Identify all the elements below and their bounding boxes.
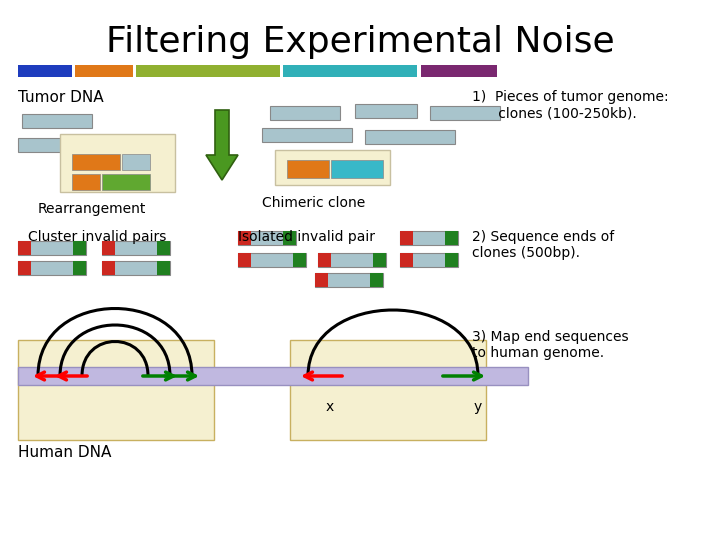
Bar	[238, 231, 251, 245]
Bar	[102, 174, 150, 190]
Bar	[318, 253, 331, 267]
Text: Cluster invalid pairs: Cluster invalid pairs	[28, 230, 166, 244]
Polygon shape	[206, 110, 238, 180]
Text: 2) Sequence ends of
clones (500bp).: 2) Sequence ends of clones (500bp).	[472, 230, 614, 260]
Bar	[72, 174, 100, 190]
Bar	[18, 340, 214, 440]
Text: Human DNA: Human DNA	[18, 445, 112, 460]
Bar	[373, 253, 386, 267]
Bar	[287, 160, 329, 178]
Bar	[315, 273, 328, 287]
Bar	[18, 261, 86, 275]
Bar	[18, 241, 31, 255]
Bar	[293, 253, 306, 267]
Bar	[331, 160, 383, 178]
Bar	[136, 65, 280, 77]
Bar	[18, 65, 72, 77]
Bar	[421, 65, 497, 77]
Bar	[73, 241, 86, 255]
Bar	[400, 253, 458, 267]
Bar	[18, 367, 528, 385]
Bar	[400, 231, 413, 245]
Bar	[102, 261, 170, 275]
Bar	[365, 130, 455, 144]
Text: 1)  Pieces of tumor genome:
      clones (100-250kb).: 1) Pieces of tumor genome: clones (100-2…	[472, 90, 669, 120]
Bar	[400, 253, 413, 267]
Bar	[102, 241, 170, 255]
Bar	[157, 241, 170, 255]
Bar	[102, 261, 115, 275]
Bar	[238, 253, 306, 267]
Bar	[73, 261, 86, 275]
Text: Tumor DNA: Tumor DNA	[18, 90, 104, 105]
Text: Filtering Experimental Noise: Filtering Experimental Noise	[106, 25, 614, 59]
Text: x: x	[326, 400, 334, 414]
Bar	[370, 273, 383, 287]
Bar	[445, 253, 458, 267]
Text: Chimeric clone: Chimeric clone	[262, 196, 365, 210]
Bar	[283, 65, 417, 77]
Text: y: y	[474, 400, 482, 414]
Bar	[157, 261, 170, 275]
Bar	[18, 241, 86, 255]
Bar	[75, 65, 133, 77]
Bar	[122, 154, 150, 170]
Bar	[262, 128, 352, 142]
Bar	[283, 231, 296, 245]
Bar	[290, 340, 486, 440]
Bar	[60, 134, 175, 192]
Bar	[445, 231, 458, 245]
Bar	[400, 231, 458, 245]
Bar	[315, 273, 383, 287]
Text: Isolated invalid pair: Isolated invalid pair	[238, 230, 375, 244]
Bar	[238, 231, 296, 245]
Bar	[238, 253, 251, 267]
Bar	[18, 261, 31, 275]
Bar	[355, 104, 417, 118]
Bar	[18, 138, 108, 152]
Bar	[275, 150, 390, 185]
Bar	[72, 154, 120, 170]
Text: 3) Map end sequences
to human genome.: 3) Map end sequences to human genome.	[472, 330, 629, 360]
Bar	[22, 114, 92, 128]
Bar	[270, 106, 340, 120]
Bar	[318, 253, 386, 267]
Bar	[430, 106, 500, 120]
Text: Rearrangement: Rearrangement	[38, 202, 146, 216]
Bar	[102, 241, 115, 255]
